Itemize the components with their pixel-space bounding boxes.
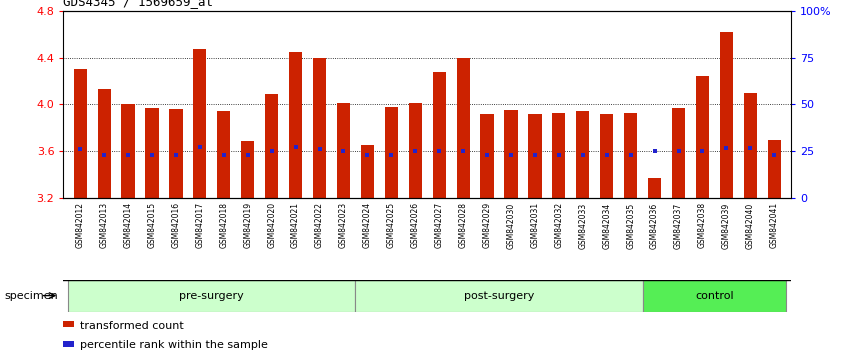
Bar bbox=[504, 110, 518, 198]
Text: GSM842012: GSM842012 bbox=[75, 202, 85, 248]
Bar bbox=[409, 103, 422, 198]
Text: GSM842024: GSM842024 bbox=[363, 202, 372, 249]
Text: GSM842020: GSM842020 bbox=[267, 202, 276, 249]
Bar bbox=[529, 114, 541, 198]
Bar bbox=[600, 114, 613, 198]
Text: transformed count: transformed count bbox=[80, 321, 184, 331]
Text: post-surgery: post-surgery bbox=[464, 291, 534, 301]
Bar bbox=[360, 145, 374, 198]
Bar bbox=[265, 94, 278, 198]
Text: GSM842016: GSM842016 bbox=[172, 202, 180, 249]
Text: GSM842028: GSM842028 bbox=[459, 202, 468, 248]
Bar bbox=[648, 178, 662, 198]
Text: GSM842017: GSM842017 bbox=[195, 202, 205, 249]
Text: GSM842021: GSM842021 bbox=[291, 202, 300, 248]
Bar bbox=[385, 107, 398, 198]
Text: GSM842039: GSM842039 bbox=[722, 202, 731, 249]
Bar bbox=[97, 89, 111, 198]
Text: GSM842036: GSM842036 bbox=[650, 202, 659, 249]
Text: GSM842035: GSM842035 bbox=[626, 202, 635, 249]
Text: GSM842019: GSM842019 bbox=[244, 202, 252, 249]
Text: GSM842032: GSM842032 bbox=[554, 202, 563, 249]
Bar bbox=[552, 113, 565, 198]
Text: GSM842015: GSM842015 bbox=[147, 202, 157, 249]
Bar bbox=[767, 139, 781, 198]
Text: GSM842041: GSM842041 bbox=[770, 202, 779, 249]
Text: GSM842037: GSM842037 bbox=[674, 202, 683, 249]
Bar bbox=[69, 280, 355, 312]
Bar bbox=[481, 114, 494, 198]
Text: GSM842025: GSM842025 bbox=[387, 202, 396, 249]
Bar bbox=[241, 141, 255, 198]
Bar bbox=[624, 113, 637, 198]
Text: control: control bbox=[695, 291, 733, 301]
Bar bbox=[74, 69, 87, 198]
Bar bbox=[643, 280, 786, 312]
Bar bbox=[744, 93, 757, 198]
Text: GSM842014: GSM842014 bbox=[124, 202, 133, 249]
Bar bbox=[696, 76, 709, 198]
Bar bbox=[576, 112, 590, 198]
Text: GSM842040: GSM842040 bbox=[746, 202, 755, 249]
Bar bbox=[146, 108, 158, 198]
Bar bbox=[457, 57, 470, 198]
Text: GSM842022: GSM842022 bbox=[315, 202, 324, 248]
Text: GSM842026: GSM842026 bbox=[411, 202, 420, 249]
Bar bbox=[313, 57, 326, 198]
Bar bbox=[193, 49, 206, 198]
Text: GSM842018: GSM842018 bbox=[219, 202, 228, 248]
Text: GSM842029: GSM842029 bbox=[482, 202, 492, 249]
Text: GSM842023: GSM842023 bbox=[339, 202, 348, 249]
Bar bbox=[355, 280, 643, 312]
Bar bbox=[289, 52, 302, 198]
Text: GSM842038: GSM842038 bbox=[698, 202, 707, 249]
Bar bbox=[337, 103, 350, 198]
Bar bbox=[122, 104, 135, 198]
Text: specimen: specimen bbox=[4, 291, 58, 301]
Text: percentile rank within the sample: percentile rank within the sample bbox=[80, 340, 268, 350]
Text: GSM842027: GSM842027 bbox=[435, 202, 443, 249]
Bar bbox=[672, 108, 685, 198]
Bar bbox=[169, 109, 183, 198]
Bar bbox=[432, 72, 446, 198]
Bar bbox=[720, 32, 733, 198]
Text: pre-surgery: pre-surgery bbox=[179, 291, 244, 301]
Text: GSM842013: GSM842013 bbox=[100, 202, 108, 249]
Text: GSM842030: GSM842030 bbox=[507, 202, 515, 249]
Text: GSM842033: GSM842033 bbox=[579, 202, 587, 249]
Bar bbox=[217, 112, 230, 198]
Text: GSM842034: GSM842034 bbox=[602, 202, 611, 249]
Text: GDS4345 / 1569659_at: GDS4345 / 1569659_at bbox=[63, 0, 213, 8]
Text: GSM842031: GSM842031 bbox=[530, 202, 540, 249]
